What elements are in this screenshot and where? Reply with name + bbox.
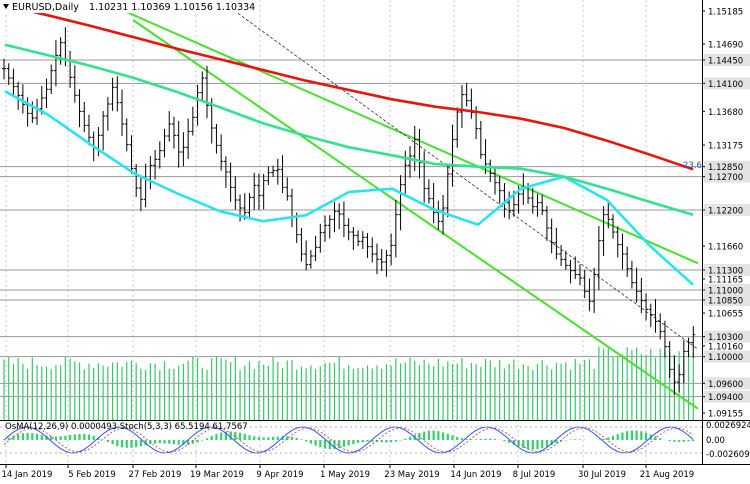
price-tick-label-13: 1.10850 [708,297,743,307]
price-tick-label-18: 1.09600 [708,380,743,390]
sub-axis-zero: 0.00 [706,436,725,446]
level-box-18 [704,377,750,390]
price-tick-label-0: 1.15185 [708,8,743,18]
date-tick-label-0: 14 Jan 2019 [2,470,53,480]
price-tick-label-5: 1.13175 [708,142,743,152]
ema-slow-line [4,4,694,171]
date-tick-label-6: 23 May 2019 [384,470,439,480]
ema-fast-line [4,90,694,286]
indicator-panel [0,426,702,454]
date-tick-label-10: 21 Aug 2019 [640,470,694,480]
price-tick-label-10: 1.11300 [708,267,743,277]
date-tick-label-5: 1 May 2019 [320,470,370,480]
date-tick-label-7: 14 Jun 2019 [450,470,501,480]
stoch-signal-line [3,427,694,453]
price-tick-label-17: 1.10000 [708,353,743,363]
price-tick-label-14: 1.10655 [708,310,743,320]
date-tick-label-1: 5 Feb 2019 [68,470,116,480]
price-tick-label-3: 1.14100 [708,80,743,90]
date-tick-label-3: 19 Mar 2019 [190,470,244,480]
price-tick-label-6: 1.12850 [708,163,743,173]
price-bars [2,27,696,395]
price-tick-label-15: 1.10300 [708,333,743,343]
channel-line-0 [96,0,699,265]
price-tick-label-16: 1.10160 [708,343,743,353]
date-tick-label-4: 9 Apr 2019 [256,470,303,480]
volume-bars [3,346,694,420]
price-tick-label-19: 1.09400 [708,393,743,403]
level-box-19 [704,390,750,403]
level-box-2 [704,54,750,66]
channel-line-1 [132,19,699,410]
collapse-arrow-icon[interactable] [3,4,9,9]
price-tick-label-7: 1.12700 [708,173,743,183]
date-axis: 14 Jan 2019 5 Feb 2019 27 Feb 2019 19 Mar 2… [2,464,694,480]
indicator-header: OsMA(12,26,9) 0.0000493 Stoch(5,3,3) 65.… [5,422,248,432]
date-tick-label-9: 30 Jul 2019 [578,470,626,480]
moving-averages [4,4,694,286]
header-backdrop [0,0,238,13]
price-axis: 1.15185 1.14690 1.14450 1.14100 1.13680 1.131… [0,0,750,465]
price-tick-label-1: 1.14690 [708,41,743,51]
price-tick-label-9: 1.11660 [708,243,743,253]
price-tick-label-4: 1.13680 [708,108,743,118]
stoch-main-line [3,426,694,454]
date-tick-label-8: 8 Jul 2019 [513,470,556,480]
level-box-17 [704,350,750,363]
level-box-8 [704,204,750,216]
level-box-10 [704,264,750,276]
level-box-6 [704,160,750,173]
price-tick-label-2: 1.14450 [708,57,743,67]
price-tick-label-12: 1.11000 [708,287,743,297]
fib-23-6-label: 23.6 [683,161,702,171]
level-box-15 [704,330,750,343]
channel-lines [96,0,699,410]
sub-axis-min: -0.0026094 [706,450,750,460]
symbol-label: EURUSD,Daily [12,2,79,13]
level-box-7 [704,170,750,183]
ohlc-readout: 1.10231 1.10369 1.10156 1.10334 [89,2,255,13]
level-box-12 [704,284,750,296]
price-tick-label-11: 1.11165 [708,276,743,286]
price-tick-label-8: 1.12200 [708,207,743,217]
level-box-3 [704,77,750,90]
ema-mid-line [4,43,694,216]
date-tick-label-2: 27 Feb 2019 [129,470,182,480]
level-box-13 [704,294,750,306]
sub-axis-max: 0.0026924 [706,421,750,431]
price-tick-label-20: 1.09155 [708,410,743,420]
